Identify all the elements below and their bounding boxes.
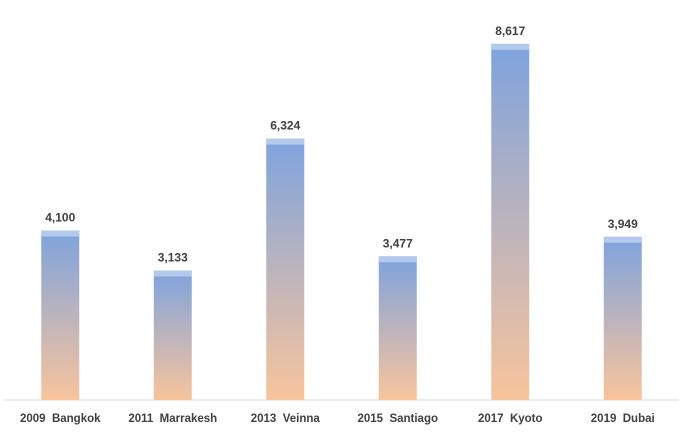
bar xyxy=(153,270,192,400)
data-label: 3,133 xyxy=(158,251,188,265)
x-tick-label: 2019 Dubai xyxy=(591,413,655,425)
data-label: 3,477 xyxy=(383,236,413,250)
bar-cap xyxy=(153,270,192,277)
bar-cap xyxy=(41,230,80,237)
data-label: 3,949 xyxy=(608,217,638,231)
x-tick-label: 2015 Santiago xyxy=(357,413,438,425)
bar-cap xyxy=(491,43,530,50)
x-tick-label: 2011 Marrakesh xyxy=(128,413,217,425)
bar-cap xyxy=(378,256,417,263)
bar xyxy=(491,43,530,401)
data-label: 8,617 xyxy=(495,24,525,38)
bars-group xyxy=(41,43,642,401)
x-tick-label: 2009 Bangkok xyxy=(20,413,101,425)
bar-cap xyxy=(603,236,642,243)
data-label: 6,324 xyxy=(270,119,300,133)
bar xyxy=(603,236,642,400)
bar-cap xyxy=(266,138,305,145)
category-labels-group: 2009 Bangkok 2011 Marrakesh 2013 Veinna 201… xyxy=(20,413,655,425)
bar xyxy=(266,138,305,400)
value-labels-group: 4,100 3,133 6,324 3,477 8,617 3,949 xyxy=(45,24,638,265)
bar xyxy=(41,230,80,400)
data-label: 4,100 xyxy=(45,211,75,225)
x-tick-label: 2017 Kyoto xyxy=(478,413,543,425)
x-tick-label: 2013 Veinna xyxy=(251,413,321,425)
bar xyxy=(378,256,417,400)
